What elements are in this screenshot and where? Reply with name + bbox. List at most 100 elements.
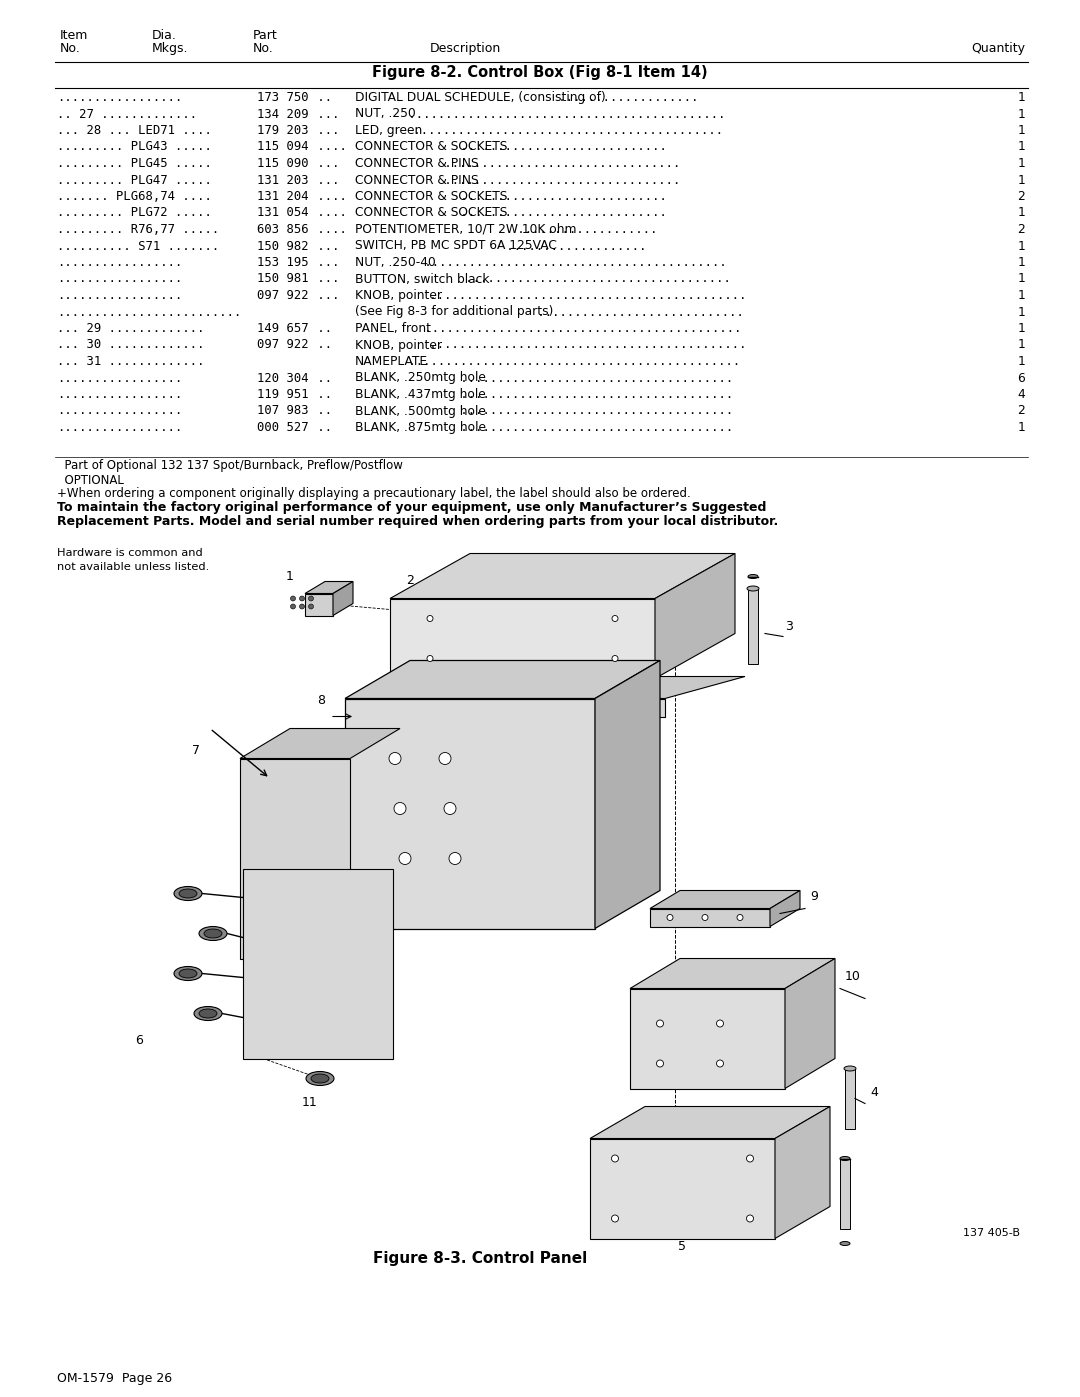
Text: ...........................................: ........................................…	[422, 338, 746, 352]
Text: .....................................: .....................................	[453, 372, 733, 384]
Bar	[845, 1069, 855, 1129]
Text: ............................: ............................	[453, 207, 666, 219]
Text: 173 750: 173 750	[257, 91, 309, 103]
Text: .................: .................	[57, 272, 183, 285]
Polygon shape	[630, 958, 835, 989]
Text: .........................: .........................	[57, 306, 241, 319]
Polygon shape	[305, 581, 353, 594]
Text: 1: 1	[1017, 420, 1025, 434]
Ellipse shape	[747, 585, 759, 591]
Circle shape	[394, 802, 406, 814]
Text: CONNECTOR & PINS: CONNECTOR & PINS	[355, 173, 478, 187]
Text: ......... PLG72 .....: ......... PLG72 .....	[57, 207, 212, 219]
Polygon shape	[595, 661, 660, 929]
Text: .....................................: .....................................	[453, 388, 733, 401]
Text: 137 405-B: 137 405-B	[963, 1228, 1020, 1239]
Text: Description: Description	[430, 42, 501, 54]
Text: ....: ....	[310, 141, 347, 154]
Text: ..: ..	[310, 405, 333, 418]
Text: 1: 1	[1017, 207, 1025, 219]
Text: PANEL, front: PANEL, front	[355, 321, 431, 335]
Text: .................: .................	[57, 405, 183, 418]
Text: BUTTON, switch black: BUTTON, switch black	[355, 272, 489, 285]
Polygon shape	[590, 1106, 831, 1139]
Text: .................: .................	[57, 372, 183, 384]
Circle shape	[657, 1020, 663, 1027]
Text: 1: 1	[1017, 173, 1025, 187]
Circle shape	[299, 604, 305, 609]
Text: ...: ...	[310, 173, 339, 187]
Text: 10: 10	[845, 971, 861, 983]
Text: 9: 9	[810, 890, 818, 904]
Text: NUT, .250-40: NUT, .250-40	[355, 256, 435, 270]
Circle shape	[444, 802, 456, 814]
Text: ............................: ............................	[453, 190, 666, 203]
Polygon shape	[590, 1139, 775, 1239]
Polygon shape	[305, 594, 333, 616]
Text: 3: 3	[785, 620, 793, 633]
Text: ....: ....	[310, 224, 347, 236]
Text: Item: Item	[60, 29, 89, 42]
Ellipse shape	[174, 967, 202, 981]
Polygon shape	[390, 553, 735, 598]
Ellipse shape	[179, 970, 197, 978]
Circle shape	[746, 1215, 754, 1222]
Text: 131 204: 131 204	[257, 190, 309, 203]
Text: 1: 1	[1017, 108, 1025, 120]
Bar	[840, 1158, 850, 1228]
Polygon shape	[345, 661, 660, 698]
Text: NUT, .250: NUT, .250	[355, 108, 416, 120]
Text: 2: 2	[1017, 224, 1025, 236]
Circle shape	[299, 597, 305, 601]
Circle shape	[746, 1155, 754, 1162]
Circle shape	[449, 852, 461, 865]
Ellipse shape	[843, 1066, 856, 1071]
Text: ... 28 ... LED71 ....: ... 28 ... LED71 ....	[57, 124, 212, 137]
Text: ......... PLG45 .....: ......... PLG45 .....	[57, 156, 212, 170]
Text: 149 657: 149 657	[257, 321, 309, 335]
Text: ...........................................: ........................................…	[422, 289, 746, 302]
Text: 150 981: 150 981	[257, 272, 309, 285]
Text: 6: 6	[1017, 372, 1025, 384]
Text: ...........................................: ........................................…	[417, 321, 741, 335]
Text: ... 31 .............: ... 31 .............	[57, 355, 204, 367]
Polygon shape	[345, 698, 595, 929]
Text: ..: ..	[310, 388, 333, 401]
Polygon shape	[380, 676, 745, 698]
Text: 1: 1	[1017, 124, 1025, 137]
Polygon shape	[630, 989, 785, 1088]
Text: 1: 1	[1017, 306, 1025, 319]
Polygon shape	[650, 890, 800, 908]
Text: Quantity: Quantity	[971, 42, 1025, 54]
Text: Figure 8-3. Control Panel: Figure 8-3. Control Panel	[373, 1252, 588, 1267]
Text: ...: ...	[310, 239, 339, 253]
Circle shape	[438, 753, 451, 764]
Text: LED, green: LED, green	[355, 124, 422, 137]
Text: .......... S71 .......: .......... S71 .......	[57, 239, 219, 253]
Ellipse shape	[194, 1006, 222, 1020]
Circle shape	[737, 915, 743, 921]
Text: No.: No.	[60, 42, 81, 54]
Text: 120 304: 120 304	[257, 372, 309, 384]
Ellipse shape	[199, 1009, 217, 1018]
Text: ...: ...	[310, 124, 339, 137]
Text: 1: 1	[1017, 355, 1025, 367]
Ellipse shape	[174, 887, 202, 901]
Ellipse shape	[748, 574, 758, 578]
Text: To maintain the factory original performance of your equipment, use only Manufac: To maintain the factory original perform…	[57, 502, 767, 514]
Text: CONNECTOR & SOCKETS: CONNECTOR & SOCKETS	[355, 141, 508, 154]
Text: 115 090: 115 090	[257, 156, 309, 170]
Text: ....... PLG68,74 ....: ....... PLG68,74 ....	[57, 190, 212, 203]
Ellipse shape	[199, 926, 227, 940]
Text: ...: ...	[310, 272, 339, 285]
Text: .................: .................	[57, 420, 183, 434]
Text: NAMEPLATE: NAMEPLATE	[355, 355, 428, 367]
Polygon shape	[240, 728, 400, 759]
Circle shape	[309, 604, 313, 609]
Circle shape	[611, 1215, 619, 1222]
Text: 4: 4	[1017, 388, 1025, 401]
Polygon shape	[770, 890, 800, 926]
Text: +When ordering a component originally displaying a precautionary label, the labe: +When ordering a component originally di…	[57, 488, 691, 500]
Polygon shape	[240, 759, 350, 958]
Text: ............................: ............................	[530, 306, 744, 319]
